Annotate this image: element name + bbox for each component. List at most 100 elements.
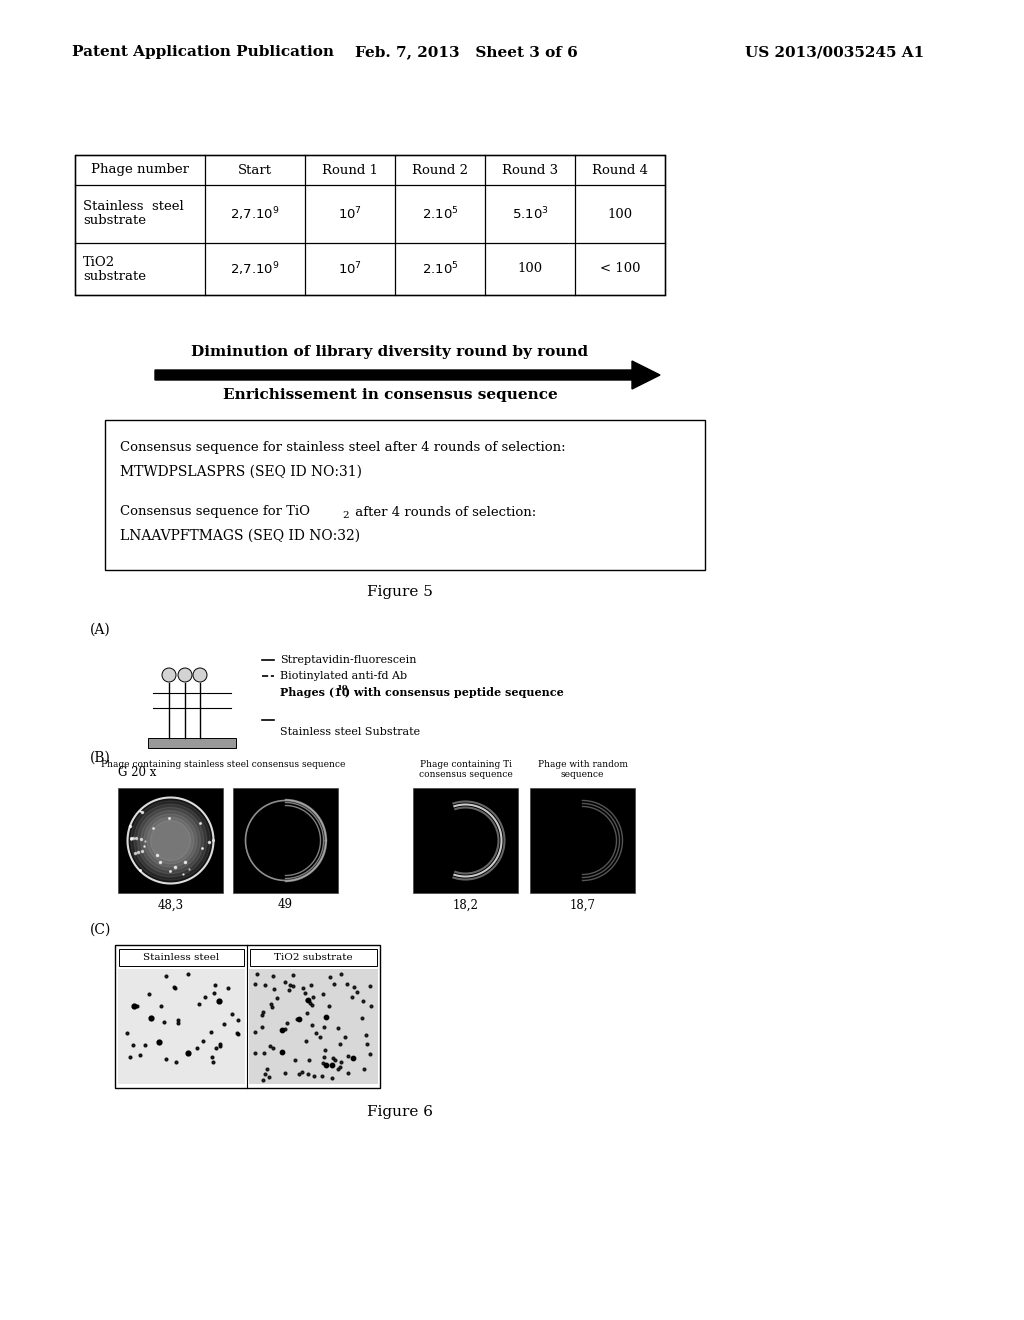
Point — [304, 994, 321, 1015]
Point — [295, 977, 311, 998]
Point — [285, 964, 301, 985]
Text: Figure 5: Figure 5 — [367, 585, 433, 599]
Point — [125, 1034, 141, 1055]
Point — [322, 966, 338, 987]
Point — [257, 1063, 273, 1084]
Point — [268, 987, 285, 1008]
Point — [263, 997, 280, 1018]
Text: Biotinylated anti-fd Ab: Biotinylated anti-fd Ab — [280, 671, 408, 681]
Text: Stainless steel Substrate: Stainless steel Substrate — [280, 727, 420, 737]
Point — [276, 1063, 293, 1084]
Point — [153, 995, 169, 1016]
Point — [299, 1002, 315, 1023]
Point — [316, 1016, 333, 1038]
Point — [361, 975, 378, 997]
Text: < 100: < 100 — [600, 263, 640, 276]
Text: Stainless steel: Stainless steel — [143, 953, 219, 962]
Text: US 2013/0035245 A1: US 2013/0035245 A1 — [745, 45, 925, 59]
Text: Consensus sequence for TiO: Consensus sequence for TiO — [120, 506, 310, 519]
Point — [303, 975, 319, 997]
Text: Start: Start — [238, 164, 272, 177]
Text: 100: 100 — [517, 263, 543, 276]
Point — [326, 973, 342, 994]
Text: LNAAVPFTMAGS (SEQ ID NO:32): LNAAVPFTMAGS (SEQ ID NO:32) — [120, 529, 360, 543]
Point — [362, 1043, 379, 1064]
Point — [265, 978, 282, 999]
Point — [327, 1049, 343, 1071]
Point — [255, 1069, 271, 1090]
Text: Stainless  steel: Stainless steel — [83, 201, 183, 214]
Point — [355, 1059, 372, 1080]
Point — [258, 1059, 274, 1080]
Point — [364, 995, 380, 1016]
Point — [254, 1016, 270, 1038]
Point — [337, 1027, 353, 1048]
Point — [211, 991, 227, 1012]
Point — [332, 1034, 348, 1055]
Text: $2{,}7.10^{9}$: $2{,}7.10^{9}$ — [230, 260, 280, 277]
Point — [299, 990, 315, 1011]
Point — [170, 1010, 186, 1031]
Point — [344, 1047, 360, 1068]
Point — [169, 1012, 185, 1034]
Point — [220, 977, 237, 998]
Point — [212, 1034, 228, 1055]
Text: 2: 2 — [342, 511, 348, 520]
Point — [305, 1065, 322, 1086]
Bar — [105, 420, 705, 570]
Point — [273, 1019, 290, 1040]
Bar — [249, 969, 378, 1084]
Bar — [118, 969, 245, 1084]
Text: Round 4: Round 4 — [592, 164, 648, 177]
Point — [261, 1035, 278, 1056]
Point — [206, 982, 222, 1003]
Text: $2.10^{5}$: $2.10^{5}$ — [422, 206, 459, 222]
Point — [254, 1005, 270, 1026]
Point — [330, 1059, 346, 1080]
Point — [204, 1045, 220, 1067]
Text: Phages (10: Phages (10 — [280, 686, 349, 697]
Point — [141, 983, 158, 1005]
Point — [321, 995, 337, 1016]
Point — [349, 981, 366, 1002]
Point — [207, 1038, 223, 1059]
Point — [315, 1047, 332, 1068]
Circle shape — [162, 668, 176, 682]
Bar — [115, 945, 380, 1088]
Point — [359, 1034, 376, 1055]
Polygon shape — [151, 821, 190, 861]
Text: 18,2: 18,2 — [453, 899, 478, 912]
Text: 100: 100 — [607, 207, 633, 220]
Point — [314, 1065, 331, 1086]
Text: Enrichissement in consensus sequence: Enrichissement in consensus sequence — [222, 388, 557, 403]
Polygon shape — [140, 810, 201, 870]
Point — [274, 1041, 291, 1063]
Point — [312, 1027, 329, 1048]
Point — [167, 977, 183, 998]
Point — [189, 1038, 206, 1059]
Point — [297, 983, 313, 1005]
Text: $2{,}7.10^{9}$: $2{,}7.10^{9}$ — [230, 205, 280, 223]
Point — [315, 983, 332, 1005]
Point — [294, 1061, 310, 1082]
Point — [158, 966, 174, 987]
Point — [262, 993, 279, 1014]
Text: G 20 x: G 20 x — [118, 767, 157, 780]
Point — [285, 975, 301, 997]
Text: (A): (A) — [90, 623, 111, 638]
Text: after 4 rounds of selection:: after 4 rounds of selection: — [351, 506, 537, 519]
Bar — [119, 949, 244, 966]
Text: Patent Application Publication: Patent Application Publication — [72, 45, 334, 59]
Point — [354, 1007, 371, 1028]
Point — [324, 1068, 340, 1089]
Polygon shape — [134, 804, 207, 876]
Point — [304, 986, 321, 1007]
Point — [287, 1049, 303, 1071]
Point — [300, 1064, 316, 1085]
Text: Streptavidin-fluorescein: Streptavidin-fluorescein — [280, 655, 417, 665]
Point — [279, 1012, 295, 1034]
Point — [298, 1031, 314, 1052]
Text: (B): (B) — [90, 751, 111, 766]
Point — [333, 964, 349, 985]
Point — [300, 990, 316, 1011]
